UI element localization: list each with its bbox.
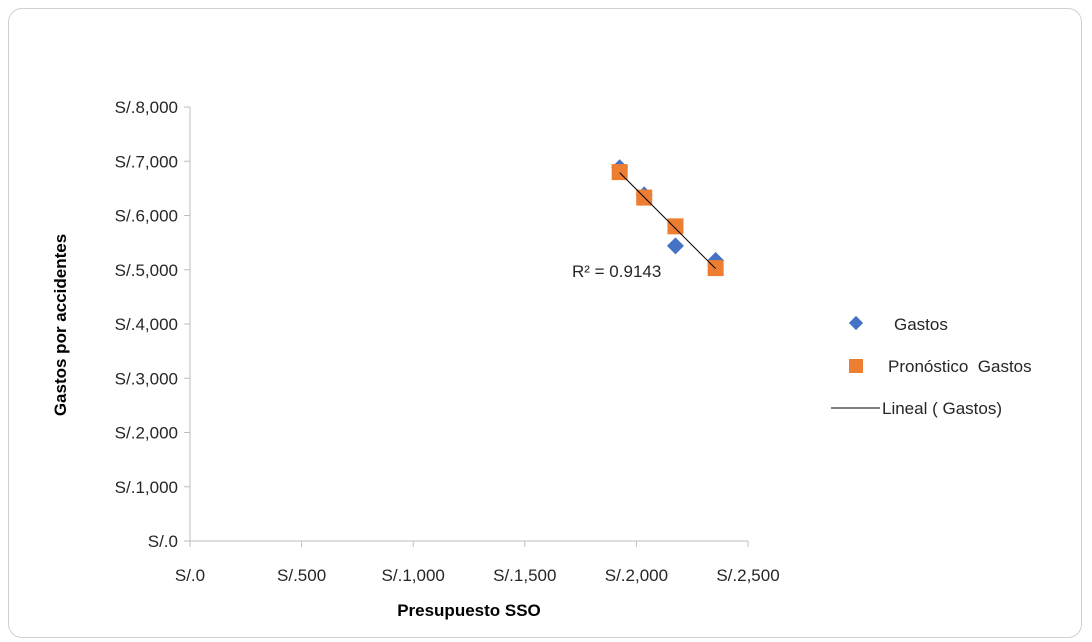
legend-label-lineal: Lineal ( Gastos) (882, 399, 1002, 418)
plot-area: S/.0 S/.1,000 S/.2,000 S/.3,000 S/.4,000 S/.5… (115, 98, 780, 585)
legend-item-gastos: Gastos (848, 315, 948, 334)
x-tick-label: S/.0 (175, 566, 205, 585)
legend: Gastos Pronóstico Gastos Lineal ( Gastos… (831, 315, 1032, 418)
y-tick-label: S/.4,000 (115, 315, 178, 334)
y-tick-label: S/.7,000 (115, 152, 178, 171)
x-tick-label: S/.1,500 (493, 566, 556, 585)
r-squared-label: R² = 0.9143 (572, 262, 661, 281)
data-point-pronostico (667, 218, 684, 235)
x-tick-label: S/.1,000 (382, 566, 445, 585)
legend-item-pronostico: Pronóstico Gastos (849, 357, 1032, 376)
x-tick-label: S/.2,000 (605, 566, 668, 585)
y-tick-label: S/.0 (148, 532, 178, 551)
y-tick-label: S/.1,000 (115, 478, 178, 497)
legend-label-gastos: Gastos (894, 315, 948, 334)
y-axis-title: Gastos por accidentes (51, 234, 70, 416)
chart-frame (8, 8, 1082, 638)
legend-diamond-marker (848, 315, 864, 331)
y-tick-label: S/.8,000 (115, 98, 178, 117)
legend-square-marker (849, 359, 863, 373)
y-tick-label: S/.3,000 (115, 369, 178, 388)
legend-item-lineal: Lineal ( Gastos) (831, 399, 1002, 418)
trendline (619, 172, 716, 270)
legend-label-pronostico: Pronóstico Gastos (888, 357, 1032, 376)
x-axis-title: Presupuesto SSO (397, 601, 541, 620)
x-tick-label: S/.500 (277, 566, 326, 585)
x-tick-label: S/.2,500 (716, 566, 779, 585)
data-point-gastos (666, 237, 684, 255)
y-tick-label: S/.6,000 (115, 207, 178, 226)
y-tick-label: S/.2,000 (115, 424, 178, 443)
y-tick-label: S/.5,000 (115, 261, 178, 280)
